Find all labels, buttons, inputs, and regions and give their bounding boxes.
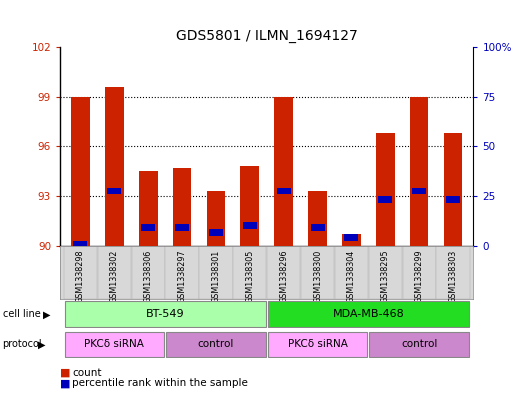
Text: GSM1338295: GSM1338295 (381, 250, 390, 303)
FancyBboxPatch shape (199, 246, 233, 299)
FancyBboxPatch shape (233, 246, 266, 299)
Bar (444, 133, 462, 246)
Text: MDA-MB-468: MDA-MB-468 (333, 309, 404, 319)
Text: GSM1338299: GSM1338299 (415, 250, 424, 303)
Bar (410, 97, 428, 246)
FancyBboxPatch shape (268, 301, 469, 327)
Text: GSM1338303: GSM1338303 (449, 250, 458, 303)
Bar (275, 97, 293, 246)
Text: ▶: ▶ (43, 309, 50, 320)
Bar (277, 188, 291, 195)
Bar (342, 234, 361, 246)
Bar (308, 191, 327, 246)
Text: BT-549: BT-549 (146, 309, 185, 319)
FancyBboxPatch shape (369, 332, 469, 357)
Text: count: count (72, 367, 101, 378)
FancyBboxPatch shape (165, 246, 199, 299)
Bar (311, 224, 324, 231)
Bar (175, 224, 189, 231)
FancyBboxPatch shape (301, 246, 334, 299)
Bar (378, 196, 392, 203)
FancyBboxPatch shape (64, 246, 97, 299)
FancyBboxPatch shape (64, 332, 164, 357)
Bar (73, 241, 87, 247)
FancyBboxPatch shape (436, 246, 470, 299)
Text: GSM1338300: GSM1338300 (313, 250, 322, 303)
Bar (71, 97, 90, 246)
Text: GSM1338302: GSM1338302 (110, 250, 119, 303)
FancyBboxPatch shape (98, 246, 131, 299)
Text: GSM1338296: GSM1338296 (279, 250, 288, 303)
FancyBboxPatch shape (132, 246, 165, 299)
Text: GSM1338297: GSM1338297 (178, 250, 187, 303)
Bar (376, 133, 394, 246)
Bar (209, 229, 223, 236)
Text: GSM1338304: GSM1338304 (347, 250, 356, 303)
Bar (141, 224, 155, 231)
Bar (446, 196, 460, 203)
Text: ■: ■ (60, 367, 71, 378)
Text: ■: ■ (60, 378, 71, 388)
Bar (105, 87, 123, 246)
Bar (107, 188, 121, 195)
Bar (207, 191, 225, 246)
Text: PKCδ siRNA: PKCδ siRNA (288, 339, 347, 349)
Text: GSM1338306: GSM1338306 (144, 250, 153, 303)
Text: GSM1338301: GSM1338301 (211, 250, 220, 303)
Bar (412, 188, 426, 195)
Text: control: control (198, 339, 234, 349)
Title: GDS5801 / ILMN_1694127: GDS5801 / ILMN_1694127 (176, 29, 358, 43)
FancyBboxPatch shape (335, 246, 368, 299)
FancyBboxPatch shape (267, 246, 300, 299)
FancyBboxPatch shape (64, 301, 266, 327)
FancyBboxPatch shape (369, 246, 402, 299)
FancyBboxPatch shape (403, 246, 436, 299)
Text: GSM1338298: GSM1338298 (76, 250, 85, 303)
Text: cell line: cell line (3, 309, 40, 320)
Text: ▶: ▶ (38, 339, 46, 349)
Text: PKCδ siRNA: PKCδ siRNA (84, 339, 144, 349)
Text: GSM1338305: GSM1338305 (245, 250, 254, 303)
Bar (139, 171, 157, 246)
Text: control: control (401, 339, 437, 349)
Bar (345, 234, 358, 241)
Text: percentile rank within the sample: percentile rank within the sample (72, 378, 248, 388)
FancyBboxPatch shape (268, 332, 367, 357)
FancyBboxPatch shape (166, 332, 266, 357)
Bar (241, 166, 259, 246)
Bar (243, 222, 257, 229)
Text: protocol: protocol (3, 339, 42, 349)
Bar (173, 168, 191, 246)
